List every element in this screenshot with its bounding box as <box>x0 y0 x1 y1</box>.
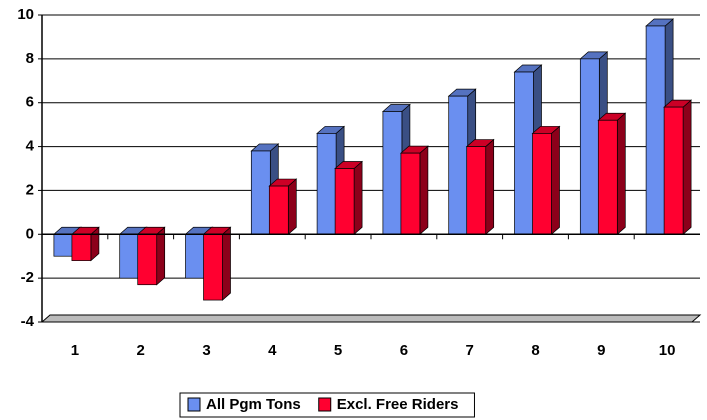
bar <box>185 233 205 279</box>
bar <box>53 233 74 257</box>
bar-side <box>222 226 231 301</box>
bar <box>382 111 403 235</box>
y-tick-label: 2 <box>26 181 34 198</box>
bar <box>316 133 337 235</box>
legend-swatch <box>187 397 201 412</box>
bar <box>334 168 355 235</box>
legend-label: Excl. Free Riders <box>337 396 459 413</box>
x-tick-label: 1 <box>71 342 79 359</box>
legend-swatch <box>318 397 332 412</box>
bar <box>71 233 92 261</box>
bar-side <box>616 112 626 236</box>
y-tick-label: -4 <box>21 313 35 330</box>
bar <box>663 106 684 235</box>
x-tick-label: 8 <box>531 342 539 359</box>
bar <box>203 233 223 301</box>
bar-side <box>682 99 692 236</box>
x-tick-label: 6 <box>400 342 408 359</box>
floor <box>40 314 702 323</box>
y-tick-label: 4 <box>26 138 35 155</box>
bar <box>137 233 158 286</box>
bar <box>448 95 469 235</box>
bar-side <box>156 226 166 286</box>
legend-label: All Pgm Tons <box>206 396 301 413</box>
x-tick-label: 5 <box>334 342 342 359</box>
bar-side <box>419 145 429 236</box>
y-tick-label: 0 <box>26 225 34 242</box>
bar <box>250 150 271 235</box>
bar-side <box>353 160 363 236</box>
y-tick-label: -2 <box>21 269 34 286</box>
y-tick-label: 10 <box>17 6 34 23</box>
x-tick-label: 4 <box>268 342 277 359</box>
x-tick-label: 2 <box>137 342 145 359</box>
bar <box>645 25 666 235</box>
x-tick-label: 7 <box>466 342 474 359</box>
x-tick-label: 3 <box>202 342 210 359</box>
bar-side <box>287 178 297 236</box>
y-tick-label: 8 <box>26 50 34 67</box>
bar-side <box>551 125 560 236</box>
x-tick-label: 10 <box>659 342 676 359</box>
bar <box>466 146 487 235</box>
bar <box>119 233 140 279</box>
bar <box>514 71 534 235</box>
bar <box>268 185 289 235</box>
bar <box>579 58 600 235</box>
bar <box>532 133 552 235</box>
y-tick-label: 6 <box>26 94 34 111</box>
bar-side <box>485 138 495 236</box>
x-tick-label: 9 <box>597 342 605 359</box>
bar <box>597 119 618 235</box>
bar <box>400 152 421 235</box>
